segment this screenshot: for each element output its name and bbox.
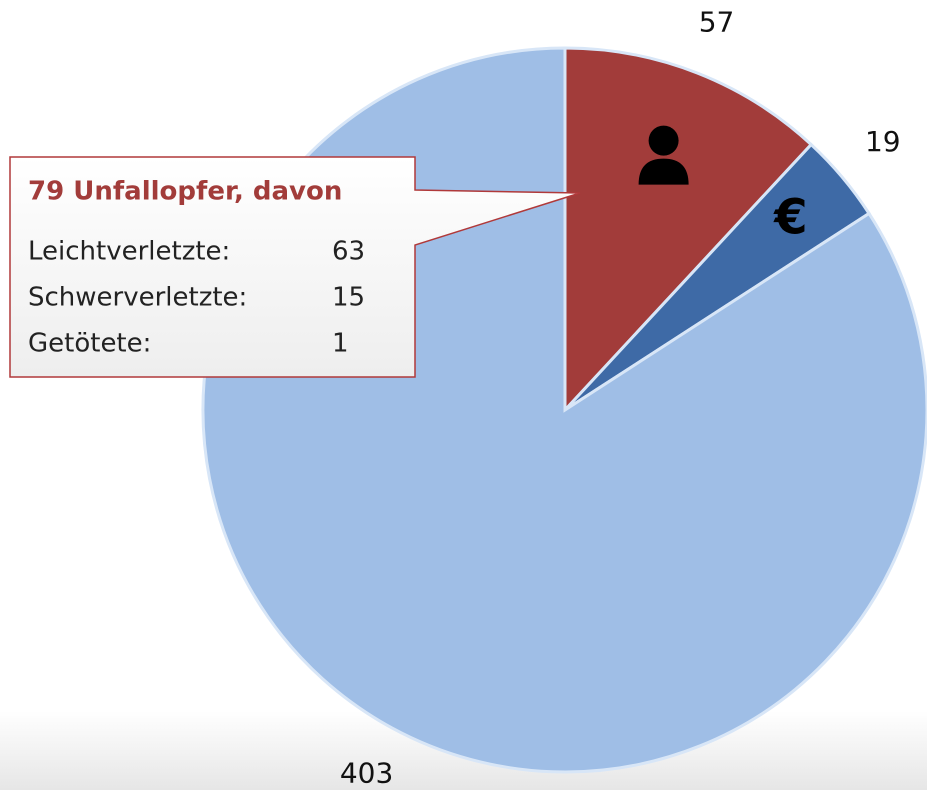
data-label: 57	[699, 6, 735, 39]
callout-label: Getötete:	[28, 329, 151, 359]
pie-slice	[563, 46, 814, 414]
callout-value: 15	[332, 283, 365, 313]
callout-label: Leichtverletzte:	[28, 237, 230, 267]
callout-value: 63	[332, 237, 365, 267]
callout-label: Schwerverletzte:	[28, 283, 247, 313]
person-icon	[648, 125, 679, 156]
callout-value: 1	[332, 329, 349, 359]
data-label: 19	[865, 125, 901, 158]
person-icon	[638, 158, 689, 185]
callout-title: 79 Unfallopfer, davon	[28, 177, 342, 207]
callout-box	[9, 156, 581, 378]
data-label: 403	[340, 757, 393, 790]
euro-symbol: €	[773, 189, 807, 245]
callout: 79 Unfallopfer, davon Leichtverletzte: 63…	[9, 156, 581, 378]
